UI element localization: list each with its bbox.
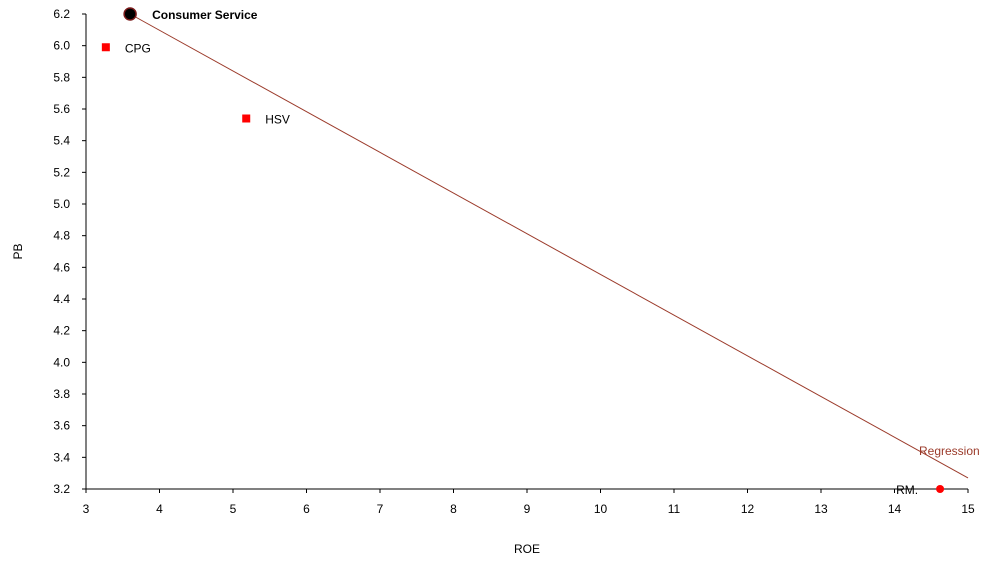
- y-axis-title: PB: [11, 243, 25, 259]
- x-axis: 3 4 5 6 7 8 9 10 11 12 13 14 15: [83, 488, 975, 516]
- y-tick-label: 5.0: [53, 197, 70, 211]
- y-tick-label: 3.2: [53, 482, 70, 496]
- data-point: [123, 7, 137, 21]
- y-tick-label: 4.8: [53, 229, 70, 243]
- y-tick-label: 5.2: [53, 165, 70, 179]
- y-tick-label: 4.4: [53, 292, 70, 306]
- y-tick-label: 3.6: [53, 419, 70, 433]
- x-tick-label: 5: [230, 502, 237, 516]
- y-tick-label: 4.6: [53, 260, 70, 274]
- data-point: [242, 114, 251, 123]
- point-label: RM.: [896, 483, 918, 497]
- point-label: HSV: [265, 113, 290, 127]
- y-tick-label: 4.0: [53, 355, 70, 369]
- x-tick-label: 7: [377, 502, 384, 516]
- y-tick-label: 5.8: [53, 70, 70, 84]
- x-tick-label: 15: [961, 502, 975, 516]
- regression-label: Regression: [919, 444, 980, 458]
- regression-line: [129, 13, 969, 479]
- x-tick-label: 13: [814, 502, 828, 516]
- x-tick-label: 10: [594, 502, 608, 516]
- y-tick-label: 5.6: [53, 102, 70, 116]
- x-tick-group: 3 4 5 6 7 8 9 10 11 12 13 14 15: [83, 489, 975, 516]
- x-tick-label: 3: [83, 502, 90, 516]
- x-tick-label: 9: [524, 502, 531, 516]
- y-tick-label: 6.2: [53, 7, 70, 21]
- x-axis-title: ROE: [514, 542, 540, 556]
- y-axis: 3.2 3.4 3.6 3.8 4.0 4.2 4.4 4.6 4.8 5.0 5.2 5.4 5.6 5…: [53, 7, 87, 496]
- x-tick-label: 12: [741, 502, 755, 516]
- y-tick-label: 5.4: [53, 134, 70, 148]
- x-tick-label: 11: [668, 502, 681, 516]
- x-tick-label: 6: [303, 502, 310, 516]
- data-point: [936, 485, 945, 493]
- y-tick-group: 3.2 3.4 3.6 3.8 4.0 4.2 4.4 4.6 4.8 5.0 5.2 5.4 5.6 5…: [53, 7, 86, 496]
- x-tick-label: 14: [888, 502, 902, 516]
- point-label: Consumer Service: [152, 8, 258, 22]
- x-tick-label: 8: [450, 502, 457, 516]
- data-point: [101, 43, 110, 52]
- y-tick-label: 6.0: [53, 39, 70, 53]
- y-tick-label: 4.2: [53, 324, 70, 338]
- y-tick-label: 3.8: [53, 387, 70, 401]
- point-label: CPG: [125, 41, 151, 55]
- x-tick-label: 4: [156, 502, 163, 516]
- data-points: Consumer Service CPG HSV RM.: [101, 7, 945, 497]
- y-tick-label: 3.4: [53, 450, 70, 464]
